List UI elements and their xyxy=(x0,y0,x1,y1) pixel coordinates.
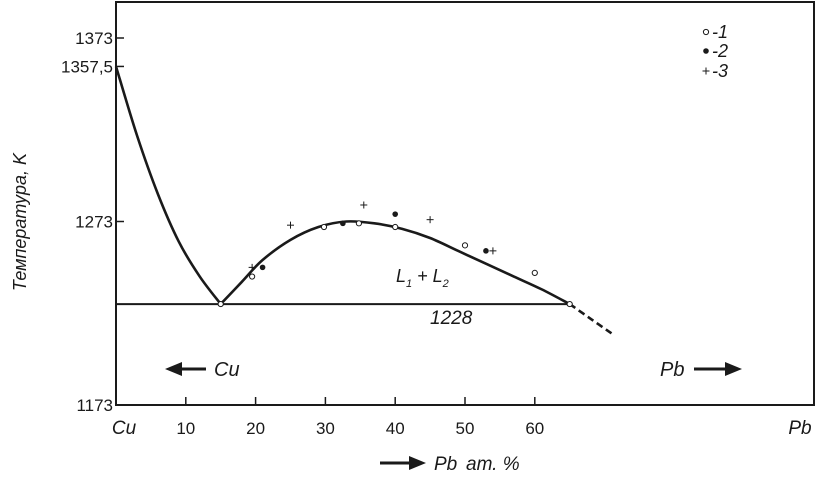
region-label: L1 + L2 xyxy=(396,266,449,290)
plot-frame xyxy=(115,1,815,406)
point-open xyxy=(355,220,363,227)
point-filled xyxy=(259,264,266,271)
point-open xyxy=(531,269,538,276)
point-open xyxy=(461,242,469,249)
arrow-right-icon xyxy=(409,456,426,470)
region-label-sub2: 2 xyxy=(442,278,449,290)
cu-direction-arrow: Cu xyxy=(165,359,240,381)
x-tick-label: 30 xyxy=(316,419,335,438)
region-label-plus: + L xyxy=(412,266,443,286)
point-open xyxy=(217,300,224,308)
curve-liquidus xyxy=(114,66,222,305)
point-plus xyxy=(248,263,256,271)
x-tick-label: 10 xyxy=(176,419,195,438)
monotectic-label: 1228 xyxy=(430,308,473,329)
curve-miscibility-gap xyxy=(219,220,571,306)
x-tick-label: 40 xyxy=(386,419,405,438)
legend: -1 -2 -3 xyxy=(702,22,728,81)
x-axis: Cu 10 20 30 40 50 60 Pb xyxy=(112,397,812,439)
pb-direction-arrow: Pb xyxy=(660,359,742,381)
point-plus xyxy=(426,216,434,224)
x-tick-label: 60 xyxy=(525,419,544,438)
legend-filled-circle-icon xyxy=(703,48,709,54)
point-filled xyxy=(483,248,489,254)
data-markers xyxy=(217,201,573,308)
legend-label-1: -1 xyxy=(712,22,728,42)
point-open xyxy=(566,300,573,308)
point-plus xyxy=(489,247,497,255)
x-tick-label: Cu xyxy=(112,418,137,439)
x-axis-title: Pb ат. % xyxy=(380,454,520,475)
x-tick-label: Pb xyxy=(788,418,811,439)
y-axis-title: Температура, K xyxy=(10,152,30,291)
legend-open-circle-icon xyxy=(702,28,710,36)
x-axis-element: Pb xyxy=(434,454,457,475)
x-tick-label: 50 xyxy=(456,419,475,438)
y-tick-label: 1173 xyxy=(76,396,113,415)
point-filled xyxy=(392,211,399,217)
legend-label-2: -2 xyxy=(712,41,728,61)
y-tick-label: 1373 xyxy=(75,29,113,48)
point-open xyxy=(392,223,399,231)
x-tick-label: 20 xyxy=(246,419,265,438)
cu-arrow-label: Cu xyxy=(214,359,240,381)
x-axis-unit: ат. % xyxy=(466,454,520,475)
region-label-sub1: 1 xyxy=(406,278,412,290)
point-open xyxy=(249,273,256,280)
y-tick-label: 1357,5 xyxy=(61,57,113,76)
legend-plus-icon xyxy=(702,67,710,75)
region-label-main: L xyxy=(396,266,406,286)
point-open xyxy=(320,223,328,231)
point-filled xyxy=(340,220,346,227)
phase-curves xyxy=(114,66,613,335)
pb-arrow-label: Pb xyxy=(660,359,684,381)
arrow-right-icon xyxy=(725,362,742,376)
arrow-left-icon xyxy=(165,362,182,376)
point-plus xyxy=(287,221,294,229)
point-plus xyxy=(360,201,368,209)
legend-label-3: -3 xyxy=(712,61,728,81)
curve-extrapolation xyxy=(568,303,613,335)
y-tick-label: 1273 xyxy=(75,213,113,232)
y-axis: 1173 1273 1357,5 1373 xyxy=(61,29,124,415)
